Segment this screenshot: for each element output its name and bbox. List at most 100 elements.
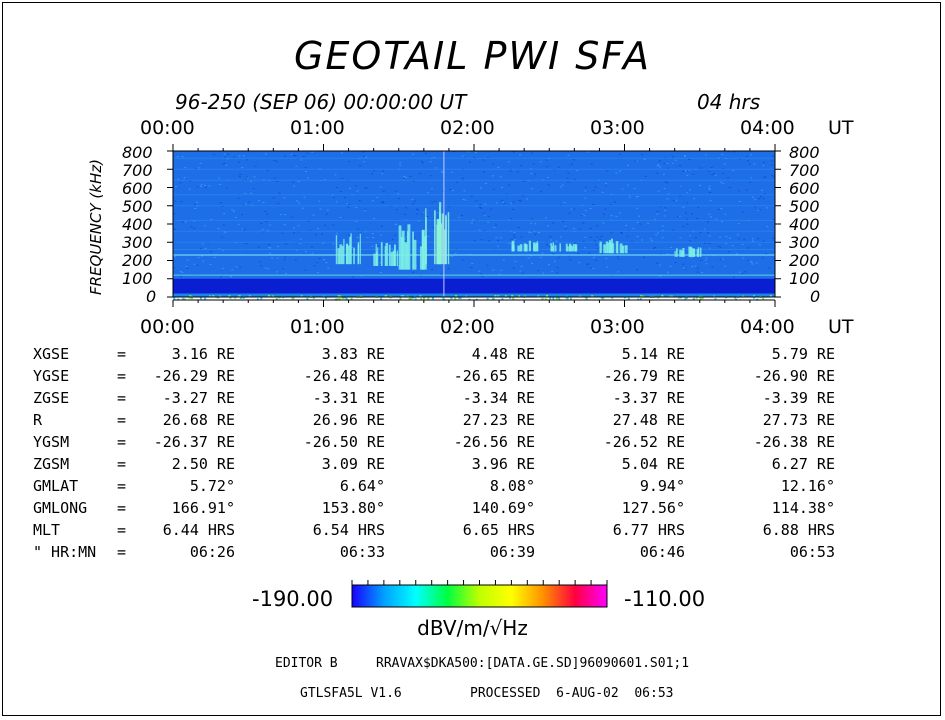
bottom-noise-speckle <box>537 295 540 298</box>
spectrogram-speckle <box>505 193 508 195</box>
orbit-value-cell: 26.96 RE <box>312 411 385 429</box>
spectrogram-speckle <box>295 165 298 167</box>
spectrogram-speckle <box>547 184 550 186</box>
spectrogram-speckle <box>219 276 222 278</box>
spectrogram-speckle <box>519 165 522 167</box>
spectrogram-speckle <box>634 160 637 162</box>
emission-burst <box>405 243 408 270</box>
spectrogram-speckle <box>667 271 670 273</box>
spectrogram-speckle <box>682 170 685 172</box>
bottom-noise-speckle <box>549 297 552 300</box>
bottom-noise-speckle <box>408 297 411 300</box>
spectrogram-speckle <box>727 151 730 153</box>
spectrogram-speckle <box>235 266 238 268</box>
bottom-noise-speckle <box>300 294 303 297</box>
emission-burst <box>612 243 615 254</box>
spectrogram-speckle <box>332 196 335 198</box>
orbit-value-cell: 4.48 RE <box>471 345 535 363</box>
spectrogram-speckle <box>335 187 338 189</box>
spectrogram-speckle <box>590 163 593 165</box>
spectrogram-speckle <box>389 205 392 207</box>
spectrogram-speckle <box>268 244 271 246</box>
spectrogram-speckle <box>273 177 276 179</box>
emission-burst <box>697 247 700 257</box>
spectrogram-speckle <box>404 176 407 178</box>
bottom-noise-speckle <box>237 294 240 297</box>
spectrogram-speckle <box>635 196 638 198</box>
spectrogram-speckle <box>674 262 677 264</box>
spectrogram-speckle <box>662 173 665 175</box>
spectrogram-speckle <box>583 215 586 217</box>
spectrogram-speckle <box>686 192 689 194</box>
spectrogram-speckle <box>325 262 328 264</box>
spectrogram-speckle <box>655 234 658 236</box>
spectrogram-speckle <box>601 191 604 193</box>
spectrogram-speckle <box>513 239 516 241</box>
spectrogram-speckle <box>296 200 299 202</box>
spectrogram-speckle <box>732 170 735 172</box>
spectrogram-speckle <box>656 165 659 167</box>
spectrogram-speckle <box>552 251 555 253</box>
bottom-noise-speckle <box>699 297 702 300</box>
spectrogram-speckle <box>397 193 400 195</box>
spectrogram-speckle <box>499 176 502 178</box>
top-time-tick-label: 01:00 <box>290 117 345 139</box>
spectrogram-speckle <box>359 165 362 167</box>
spectrogram-speckle <box>442 190 445 192</box>
spectrogram-speckle <box>588 252 591 254</box>
spectrogram-speckle <box>566 181 569 183</box>
spectrogram-speckle <box>322 259 325 261</box>
spectrogram-speckle <box>370 173 373 175</box>
bottom-noise-speckle <box>431 297 434 300</box>
orbit-value-cell: 06:53 <box>789 543 835 561</box>
spectrogram-speckle <box>197 256 200 258</box>
spectrogram-speckle <box>461 177 464 179</box>
spectrogram-speckle <box>763 176 766 178</box>
spectrogram-speckle <box>745 189 748 191</box>
bottom-noise-speckle <box>188 296 191 299</box>
spectrogram-speckle <box>299 242 302 244</box>
spectrogram-speckle <box>262 202 265 204</box>
spectrogram-speckle <box>305 251 308 253</box>
bottom-noise-speckle <box>419 295 422 298</box>
orbit-row-equals: = <box>117 411 127 429</box>
emission-burst <box>445 215 447 265</box>
spectrogram-speckle <box>283 256 286 258</box>
spectrogram-speckle <box>273 159 276 161</box>
spectrogram-speckle <box>559 236 562 238</box>
spectrogram-speckle <box>404 213 407 215</box>
spectrogram-speckle <box>327 267 330 269</box>
spectrogram-speckle <box>772 219 775 221</box>
emission-burst <box>345 243 349 265</box>
spectrogram-speckle <box>639 223 642 225</box>
spectrogram-speckle <box>577 252 580 254</box>
emission-burst <box>512 245 515 252</box>
emission-burst <box>551 245 554 252</box>
emission-burst <box>349 236 352 265</box>
spectrogram-speckle <box>268 252 271 254</box>
spectrogram-speckle <box>480 239 483 241</box>
spectrogram-speckle <box>663 215 666 217</box>
bottom-noise-speckle <box>183 298 186 301</box>
spectrogram-speckle <box>771 164 774 166</box>
spectrogram-speckle <box>748 163 751 165</box>
spectrogram-speckle <box>306 152 309 154</box>
spectrogram-speckle <box>190 226 193 228</box>
spectrogram-speckle <box>720 208 723 210</box>
spectrogram-speckle <box>339 216 342 218</box>
orbit-value-cell: 5.04 RE <box>621 455 685 473</box>
spectrogram-speckle <box>613 201 616 203</box>
spectrogram-speckle <box>482 159 485 161</box>
spectrogram-speckle <box>404 238 407 240</box>
spectrogram-speckle <box>238 161 241 163</box>
bottom-noise-speckle <box>292 297 295 300</box>
spectrogram-speckle <box>285 243 288 245</box>
spectrogram-speckle <box>636 269 639 271</box>
spectrogram-speckle <box>354 185 357 187</box>
bottom-noise-speckle <box>343 296 346 299</box>
emission-burst <box>385 242 388 266</box>
bottom-time-tick-label: 03:00 <box>590 316 645 338</box>
orbit-row-equals: = <box>117 367 127 385</box>
spectrogram-speckle <box>532 163 535 165</box>
bottom-time-tick-label: 04:00 <box>740 316 795 338</box>
